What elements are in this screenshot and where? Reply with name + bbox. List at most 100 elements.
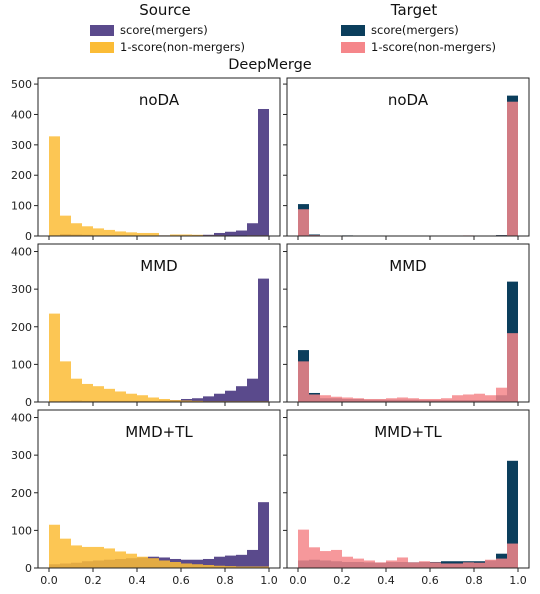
bar-nonmergers-10 [408, 398, 419, 402]
bar-nonmergers-13 [192, 564, 203, 568]
bar-nonmergers-11 [170, 561, 181, 568]
bar-nonmergers-0 [298, 529, 309, 568]
bar-nonmergers-3 [331, 396, 342, 402]
bar-nonmergers-4 [93, 228, 104, 236]
bar-mergers-15 [214, 556, 225, 568]
y-tick-label: 500 [11, 78, 32, 91]
bar-nonmergers-6 [115, 391, 126, 402]
bar-nonmergers-13 [441, 398, 452, 402]
x-tick-label: 0.0 [40, 574, 58, 587]
y-tick-label: 400 [11, 246, 32, 259]
y-tick-label: 100 [11, 524, 32, 537]
target-legend-label-nonmergers: 1-score(non-mergers) [371, 40, 497, 54]
bar-mergers-18 [247, 549, 258, 568]
bar-nonmergers-15 [463, 394, 474, 402]
panel-frame [286, 77, 530, 237]
bar-nonmergers-0 [49, 313, 60, 402]
panel-frame [37, 409, 281, 569]
x-tick-label: 0.8 [465, 574, 483, 587]
panel-title: MMD [140, 257, 177, 275]
y-tick-label: 400 [11, 412, 32, 425]
bar-nonmergers-12 [430, 562, 441, 568]
source-column-title: Source [139, 1, 191, 19]
panel-title: noDA [139, 91, 180, 109]
bar-nonmergers-2 [320, 395, 331, 402]
x-tick-label: 1.0 [260, 574, 278, 587]
bar-nonmergers-4 [93, 386, 104, 402]
bar-nonmergers-12 [181, 234, 192, 236]
bar-nonmergers-14 [452, 563, 463, 568]
bar-nonmergers-0 [49, 136, 60, 236]
bar-nonmergers-9 [148, 232, 159, 236]
x-tick-label: 0.2 [333, 574, 351, 587]
y-tick-label: 300 [11, 449, 32, 462]
bar-nonmergers-7 [126, 232, 137, 236]
bar-nonmergers-4 [342, 397, 353, 402]
bar-nonmergers-5 [353, 558, 364, 568]
bar-mergers-15 [214, 232, 225, 236]
bar-nonmergers-10 [408, 562, 419, 568]
panel-title: noDA [388, 91, 429, 109]
bar-nonmergers-8 [386, 398, 397, 402]
bar-nonmergers-9 [397, 557, 408, 568]
bar-mergers-17 [236, 386, 247, 402]
bar-nonmergers-14 [203, 564, 214, 568]
bar-mergers-15 [214, 393, 225, 402]
bar-mergers-16 [225, 231, 236, 236]
bar-nonmergers-15 [214, 565, 225, 568]
bar-nonmergers-12 [181, 563, 192, 568]
target-legend: score(mergers) 1-score(non-mergers) [341, 22, 496, 56]
bar-nonmergers-11 [419, 398, 430, 402]
bar-nonmergers-10 [159, 560, 170, 568]
bar-mergers-17 [236, 554, 247, 568]
panel-4: MMD+TL 0.0 0.2 0.4 0.6 0.8 1.0 0 100 200 300 400 [11, 409, 281, 587]
bar-mergers-19 [258, 502, 269, 568]
bar-nonmergers-8 [137, 232, 148, 236]
y-tick-label: 100 [11, 358, 32, 371]
y-tick-label: 300 [11, 139, 32, 152]
bar-nonmergers-2 [71, 223, 82, 236]
x-tick-label: 0.0 [289, 574, 307, 587]
bar-nonmergers-6 [364, 560, 375, 568]
x-tick-label: 0.6 [172, 574, 190, 587]
bar-nonmergers-16 [474, 562, 485, 568]
target-legend-label-mergers: score(mergers) [371, 23, 459, 37]
bar-nonmergers-1 [309, 394, 320, 402]
source-legend-swatch-nonmergers [90, 42, 114, 53]
bar-nonmergers-15 [463, 562, 474, 568]
bar-mergers-19 [258, 278, 269, 402]
x-tick-label: 0.6 [421, 574, 439, 587]
bar-nonmergers-10 [159, 398, 170, 402]
bar-nonmergers-9 [148, 558, 159, 568]
bar-nonmergers-9 [397, 397, 408, 402]
bar-nonmergers-2 [71, 545, 82, 568]
x-tick-label: 0.4 [377, 574, 395, 587]
source-legend-entry-nonmergers: 1-score(non-mergers) [90, 39, 245, 56]
bar-nonmergers-5 [104, 388, 115, 402]
bar-nonmergers-18 [496, 558, 507, 568]
panel-3: MMD [283, 243, 530, 406]
bar-nonmergers-5 [104, 229, 115, 236]
bar-mergers-16 [225, 555, 236, 568]
y-tick-label: 400 [11, 108, 32, 121]
y-tick-label: 0 [25, 562, 32, 575]
bar-nonmergers-9 [148, 397, 159, 402]
y-tick-label: 200 [11, 487, 32, 500]
x-tick-label: 0.2 [84, 574, 102, 587]
bar-mergers-19 [258, 108, 269, 236]
bar-nonmergers-4 [93, 546, 104, 568]
bar-nonmergers-13 [192, 400, 203, 402]
bar-nonmergers-8 [137, 556, 148, 568]
bar-nonmergers-11 [419, 561, 430, 568]
bar-mergers-16 [225, 390, 236, 402]
bar-nonmergers-13 [441, 563, 452, 568]
bar-nonmergers-5 [104, 548, 115, 568]
bar-nonmergers-3 [82, 226, 93, 236]
source-legend-label-mergers: score(mergers) [120, 23, 208, 37]
source-legend: score(mergers) 1-score(non-mergers) [90, 22, 245, 56]
y-tick-label: 300 [11, 283, 32, 296]
bar-nonmergers-16 [474, 393, 485, 402]
bar-nonmergers-8 [137, 395, 148, 402]
y-tick-label: 100 [11, 200, 32, 213]
bar-nonmergers-5 [353, 398, 364, 402]
